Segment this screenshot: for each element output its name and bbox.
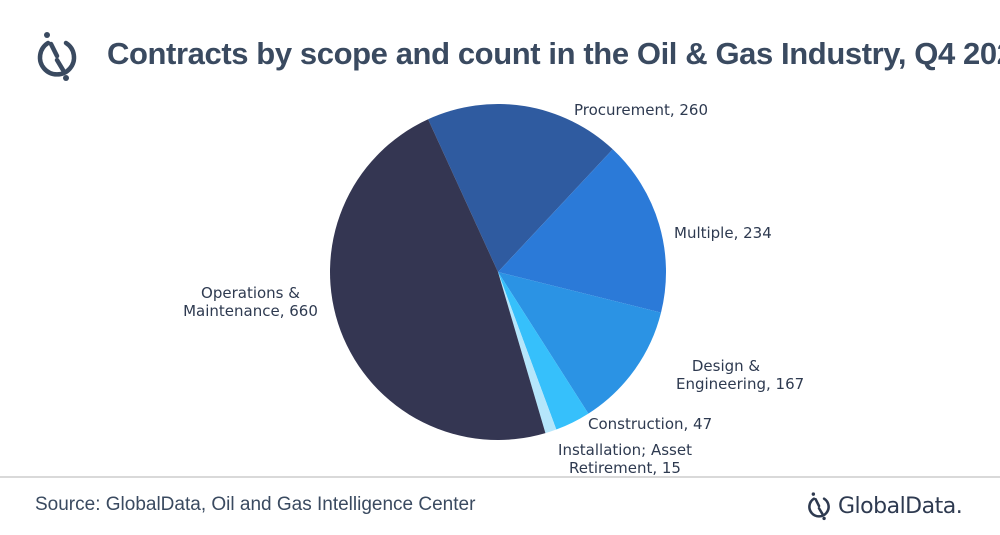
slice-label: Operations & Maintenance, 660 bbox=[178, 284, 323, 320]
slice-label-line: Engineering, 167 bbox=[676, 375, 805, 393]
source-note: Source: GlobalData, Oil and Gas Intellig… bbox=[35, 494, 476, 515]
slice-label-line: Design & bbox=[691, 357, 761, 375]
slice-label-line: Multiple, 234 bbox=[674, 224, 772, 242]
slice-label-line: Operations & bbox=[201, 284, 300, 302]
globaldata-logo-icon bbox=[808, 492, 830, 521]
slice-label: Installation; Asset Retirement, 15 bbox=[550, 441, 700, 477]
header: Contracts by scope and count in the Oil … bbox=[0, 0, 1000, 100]
pie-slice-operations-maintenance bbox=[329, 119, 546, 441]
slice-label-line: Retirement, 15 bbox=[569, 459, 681, 477]
slice-label-line: Maintenance, 660 bbox=[183, 302, 318, 320]
slice-label-line: Construction, 47 bbox=[588, 415, 713, 433]
slice-label-line: Procurement, 260 bbox=[574, 101, 709, 119]
pie-slice-multiple bbox=[498, 149, 666, 313]
globaldata-logo-icon bbox=[37, 32, 77, 81]
slice-label: Procurement, 260 bbox=[574, 101, 708, 119]
pie-slice-design-engineering bbox=[498, 272, 662, 414]
pie-slice-construction bbox=[498, 272, 589, 430]
chart-title: Contracts by scope and count in the Oil … bbox=[107, 36, 1000, 71]
pie-slice-procurement bbox=[428, 103, 613, 272]
pie-slice-installation-asset-retirement bbox=[498, 272, 557, 434]
slice-label-line: Installation; Asset bbox=[558, 441, 692, 459]
brand-logo: GlobalData. bbox=[806, 488, 963, 524]
footer-divider bbox=[0, 476, 1000, 478]
slice-label: Construction, 47 bbox=[588, 415, 712, 433]
brand-name: GlobalData. bbox=[838, 493, 963, 519]
slice-label: Multiple, 234 bbox=[674, 224, 772, 242]
slice-label: Design & Engineering, 167 bbox=[676, 357, 805, 393]
